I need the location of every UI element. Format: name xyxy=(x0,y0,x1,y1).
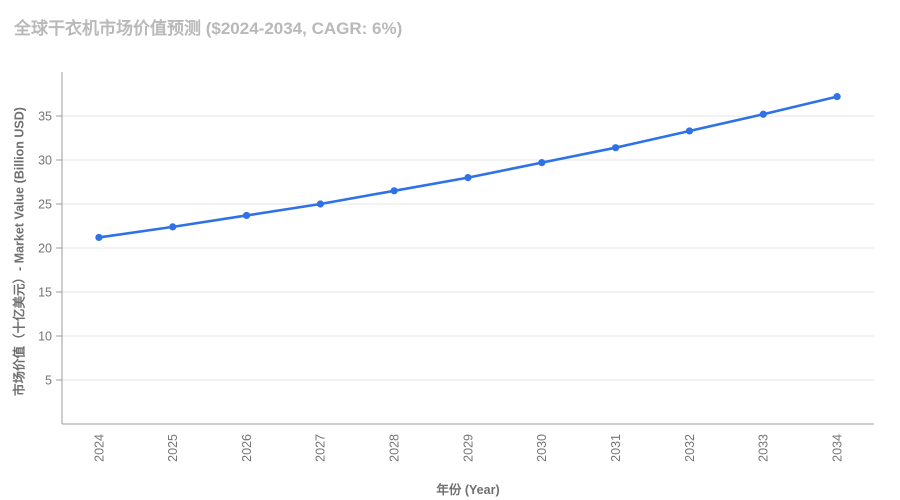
x-tick-label: 2029 xyxy=(461,434,475,462)
data-point xyxy=(169,223,177,231)
data-point xyxy=(242,211,251,220)
x-tick-label: 2027 xyxy=(314,434,328,462)
data-point xyxy=(390,187,398,195)
y-tick-label: 20 xyxy=(38,242,52,256)
data-point xyxy=(612,144,620,152)
data-point xyxy=(538,159,546,167)
x-tick-label: 2024 xyxy=(92,434,106,462)
y-tick-label: 15 xyxy=(38,286,52,300)
data-point xyxy=(685,127,694,135)
x-tick-label: 2032 xyxy=(683,434,697,462)
series-line xyxy=(97,95,839,239)
chart-title: 全球干衣机市场价值预测 ($2024-2034, CAGR: 6%) xyxy=(14,19,403,38)
y-tick-label: 10 xyxy=(38,330,52,344)
y-tick-label: 30 xyxy=(38,154,52,168)
data-point xyxy=(95,233,103,242)
x-tick-label: 2031 xyxy=(609,434,623,462)
y-tick-label: 25 xyxy=(38,198,52,212)
x-tick-label: 2034 xyxy=(830,434,844,462)
data-point xyxy=(759,110,767,118)
x-axis-title: 年份 (Year) xyxy=(436,483,500,497)
data-point xyxy=(464,174,472,182)
x-tick-label: 2025 xyxy=(166,434,180,462)
x-tick-label: 2030 xyxy=(535,434,549,462)
y-tick-label: 5 xyxy=(45,374,52,388)
data-point xyxy=(833,93,841,101)
x-tick-label: 2033 xyxy=(757,434,771,462)
y-tick-label: 35 xyxy=(38,110,52,124)
x-tick-label: 2028 xyxy=(388,434,402,462)
x-tick-label: 2026 xyxy=(240,434,254,462)
data-point xyxy=(316,200,324,208)
